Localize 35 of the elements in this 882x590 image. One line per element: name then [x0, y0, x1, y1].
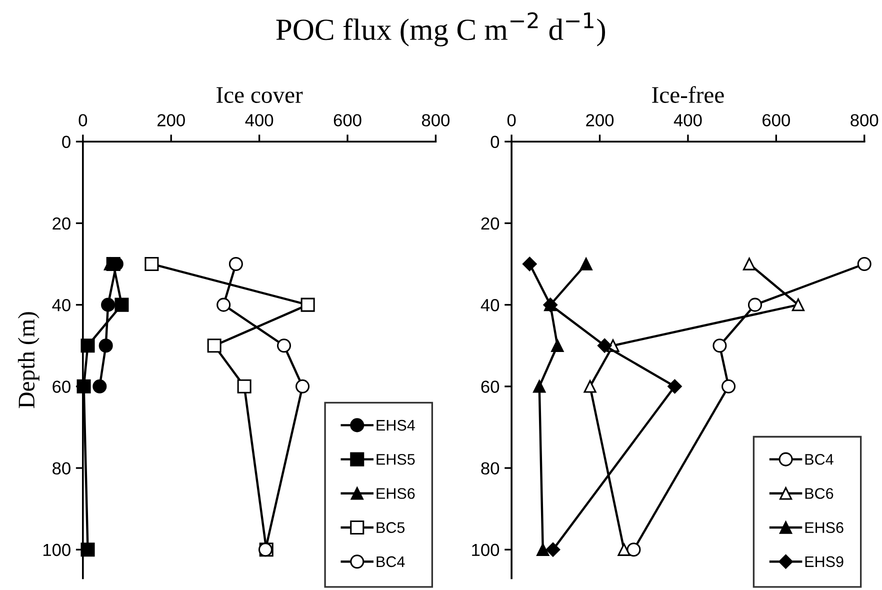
x-tick-label: 200: [586, 114, 614, 126]
x-axis-title: POC flux (mg C m$^{−2}$ d$^{−1}$): [276, 12, 606, 46]
y-tick-label: 100: [472, 544, 500, 556]
y-tick-label: 100: [43, 544, 70, 556]
x-tick-label: 800: [850, 114, 878, 126]
x-tick-label: 600: [334, 114, 362, 126]
x-tick-label: 0: [507, 114, 516, 126]
legend-label: BC6: [805, 488, 834, 499]
y-tick-label: 0: [490, 136, 500, 148]
y-tick-label: 60: [52, 380, 70, 393]
y-tick-label: 40: [480, 298, 500, 312]
legend-label: EHS4: [376, 420, 415, 431]
y-tick-label: 80: [481, 462, 500, 474]
legend-label: EHS5: [376, 454, 415, 465]
y-tick-label: 0: [62, 136, 70, 148]
legend-label: EHS6: [376, 488, 415, 499]
legend-label: EHS6: [805, 522, 844, 534]
chart-title: Ice-free: [652, 86, 724, 103]
x-tick-label: 600: [762, 114, 790, 126]
y-tick-label: 40: [52, 298, 70, 312]
x-tick-label: 800: [422, 114, 450, 126]
y-axis-title: Depth (m): [18, 312, 40, 408]
x-tick-label: 400: [674, 114, 702, 126]
y-tick-label: 20: [481, 217, 500, 230]
y-tick-label: 20: [52, 217, 70, 230]
x-tick-label: 400: [245, 114, 274, 126]
chart-title: Ice cover: [216, 87, 303, 103]
x-tick-label: 0: [78, 114, 88, 126]
legend-label: EHS9: [805, 556, 844, 568]
legend-label: BC4: [805, 454, 834, 465]
legend-label: BC4: [376, 556, 405, 568]
y-tick-label: 60: [481, 380, 500, 393]
x-tick-label: 200: [158, 114, 185, 126]
y-tick-label: 80: [52, 462, 70, 474]
legend-label: BC5: [376, 522, 405, 534]
